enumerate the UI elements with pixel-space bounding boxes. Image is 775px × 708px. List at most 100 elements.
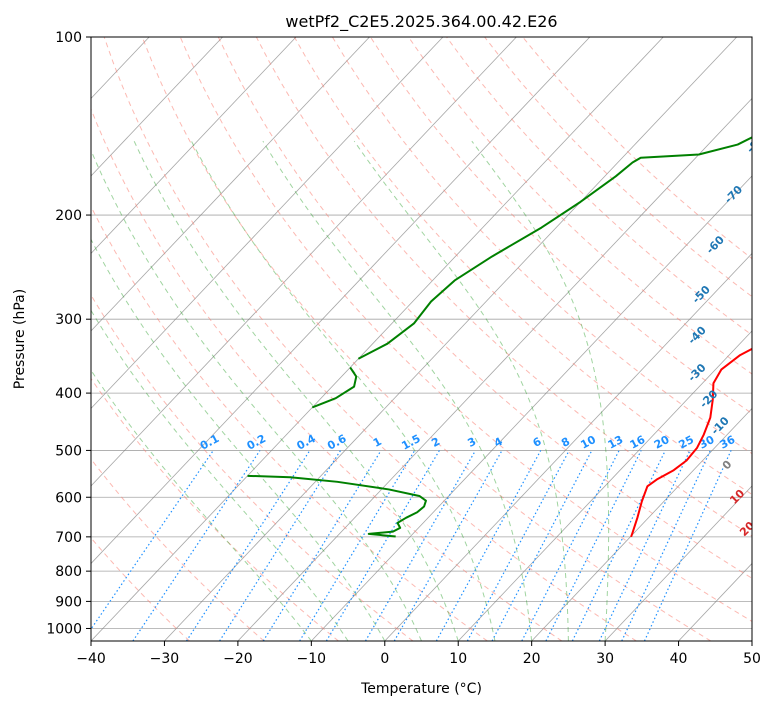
moist-adiabat-line [133, 140, 459, 641]
isotherm-line [0, 37, 2, 641]
moist-adiabat-line [91, 309, 349, 641]
plot-frame [90, 36, 753, 642]
isotherm-line [751, 640, 752, 641]
mixing-ratio-label: 25 [676, 433, 696, 452]
dry-adiabat-line [446, 37, 752, 336]
x-tick-label: 30 [596, 651, 614, 667]
mixing-ratio-line [325, 450, 440, 641]
moist-adiabat-line [91, 238, 386, 641]
isotherm-line [237, 97, 752, 641]
pressure-gridlines [91, 37, 752, 629]
y-axis: 100 200 300 400 500 600 700 800 900 1000 [46, 30, 91, 637]
y-tick-label: 800 [55, 564, 82, 580]
moist-adiabat-label: 20 [737, 519, 757, 539]
moist-adiabat-lines [91, 140, 610, 641]
mixing-ratio-label: 16 [628, 433, 648, 452]
dry-adiabat-line [255, 37, 752, 537]
x-tick-label: 10 [449, 651, 467, 667]
x-tick-label: −10 [297, 651, 327, 667]
y-tick-label: 400 [55, 386, 82, 402]
isotherm-line [384, 252, 752, 641]
mixing-ratio-line [262, 450, 382, 641]
dewpoint-profile-line [311, 366, 358, 409]
isotherm-line [457, 330, 752, 641]
x-axis-label: Temperature (°C) [360, 681, 482, 697]
temperature-profile-line [630, 347, 752, 538]
y-tick-label: 300 [55, 312, 82, 328]
isotherm-line [604, 485, 752, 641]
dry-adiabat-line [522, 37, 752, 260]
mixing-ratio-line [435, 450, 542, 641]
dry-adiabat-line [91, 537, 190, 641]
x-tick-label: 0 [380, 651, 389, 667]
mixing-ratio-label: 0.1 [198, 432, 221, 453]
mixing-ratio-line [621, 450, 711, 641]
isotherm-line [91, 37, 370, 332]
x-tick-label: 50 [743, 651, 761, 667]
dry-adiabat-line [103, 37, 637, 641]
isotherm-line [311, 175, 752, 641]
x-tick-label: −30 [150, 651, 180, 667]
y-tick-label: 500 [55, 443, 82, 459]
dewpoint-profile-line [247, 474, 427, 538]
adiabat-label: -20 [697, 387, 720, 410]
y-tick-label: 600 [55, 490, 82, 506]
mixing-ratio-label: 0.2 [245, 432, 268, 453]
adiabat-label: -90 [764, 84, 775, 107]
profile-series [247, 136, 752, 538]
moist-adiabat-line [262, 140, 533, 641]
moist-adiabat-line [353, 140, 569, 641]
moist-adiabat-label: 10 [727, 487, 747, 507]
dry-adiabat-line [91, 377, 339, 641]
mixing-ratio-line [393, 450, 503, 641]
x-axis: −40 −30 −20 −10 0 10 20 30 40 50 [76, 641, 761, 667]
y-tick-label: 700 [55, 530, 82, 546]
adiabat-label: -40 [685, 324, 708, 347]
dry-adiabat-line [293, 37, 752, 496]
mixing-ratio-line [598, 450, 691, 641]
y-tick-label: 900 [55, 594, 82, 610]
mixing-ratio-label: 20 [652, 433, 672, 452]
adiabat-label: -80 [744, 132, 767, 155]
moist-adiabat-line [91, 369, 312, 641]
y-tick-label: 1000 [46, 621, 82, 637]
y-tick-label: 200 [55, 208, 82, 224]
mixing-ratio-label: 0.4 [295, 432, 319, 453]
dry-adiabat-line [91, 294, 414, 641]
dry-adiabat-line [91, 205, 488, 641]
mixing-ratio-line [466, 450, 570, 641]
mixing-ratio-label: 1 [371, 435, 384, 450]
moist-adiabat-line [91, 149, 422, 641]
mixing-ratio-label: 3 [465, 435, 478, 450]
mixing-ratio-label: 2 [429, 435, 442, 450]
moist-adiabat-label: 40 [767, 581, 775, 601]
isotherm-line [91, 37, 444, 410]
dry-adiabat-line [91, 458, 265, 641]
mixing-ratio-line [521, 450, 620, 641]
mixing-ratio-label: 13 [606, 433, 626, 452]
chart-title: wetPf2_C2E5.2025.364.00.42.E26 [285, 12, 557, 32]
mixing-ratio-line [364, 450, 477, 641]
y-axis-label: Pressure (hPa) [12, 289, 28, 389]
isotherm-line [91, 37, 517, 487]
moist-adiabat-label: 0 [720, 457, 735, 472]
isotherm-line [531, 407, 752, 641]
y-tick-label: 100 [55, 30, 82, 46]
mixing-ratio-line [91, 450, 214, 631]
isotherm-line [91, 37, 297, 255]
dry-adiabat-line [217, 37, 752, 579]
mixing-ratio-label: 8 [559, 435, 572, 450]
isotherm-line [164, 37, 738, 641]
mixing-ratio-label: 10 [578, 433, 598, 452]
dry-adiabat-line [179, 37, 752, 622]
moist-adiabat-label: 30 [751, 551, 771, 571]
dry-adiabat-line [484, 37, 752, 298]
dry-adiabat-line [408, 37, 752, 375]
mixing-ratio-line [571, 450, 666, 641]
mixing-ratio-label: 36 [718, 433, 738, 452]
x-tick-label: 40 [670, 651, 688, 667]
mixing-ratio-line [185, 450, 311, 641]
isotherm-lines [0, 37, 752, 641]
